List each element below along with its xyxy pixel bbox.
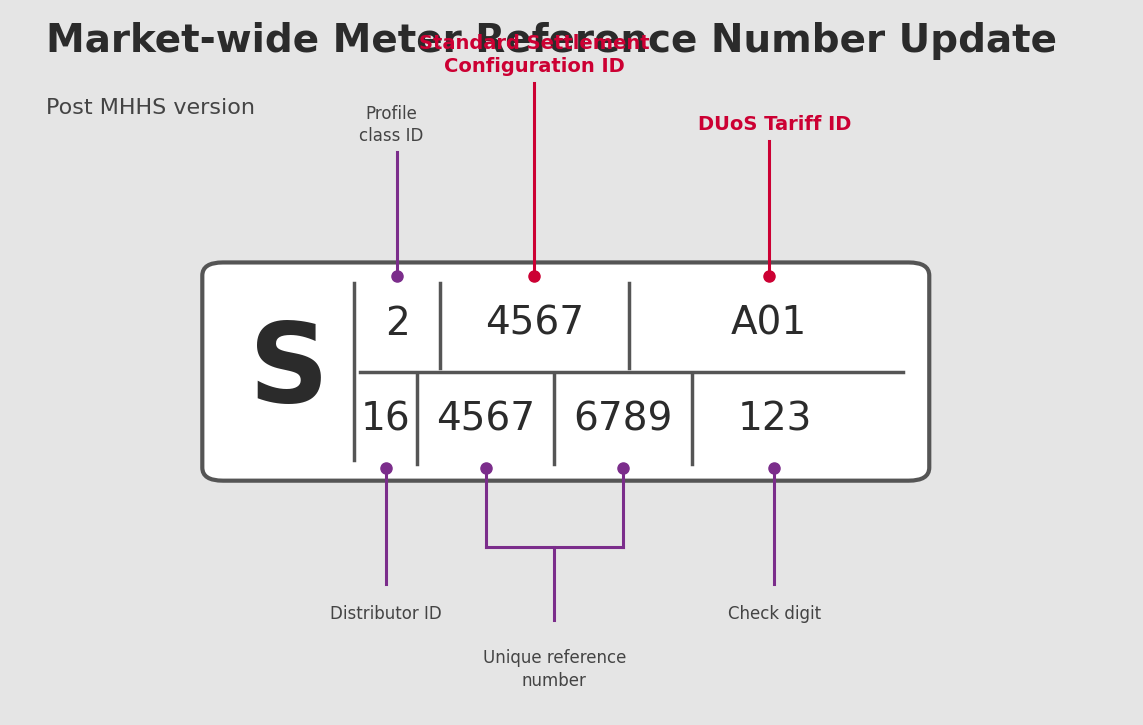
Text: 16: 16 [361,401,410,439]
Text: 6789: 6789 [574,401,672,439]
Text: S: S [249,318,328,425]
FancyBboxPatch shape [202,262,929,481]
Text: Standard Settlement
Configuration ID: Standard Settlement Configuration ID [419,33,649,76]
Text: Check digit: Check digit [728,605,821,624]
Text: Profile
class ID: Profile class ID [359,105,424,145]
Text: Market-wide Meter Reference Number Update: Market-wide Meter Reference Number Updat… [46,22,1057,59]
Text: Distributor ID: Distributor ID [330,605,441,624]
Text: 4567: 4567 [437,401,535,439]
Text: Post MHHS version: Post MHHS version [46,98,255,118]
Text: 123: 123 [737,401,812,439]
Text: DUoS Tariff ID: DUoS Tariff ID [697,115,852,134]
Text: 4567: 4567 [485,304,584,342]
Text: Unique reference
number: Unique reference number [482,649,626,690]
Text: 2: 2 [385,304,409,342]
Text: A01: A01 [730,304,807,342]
